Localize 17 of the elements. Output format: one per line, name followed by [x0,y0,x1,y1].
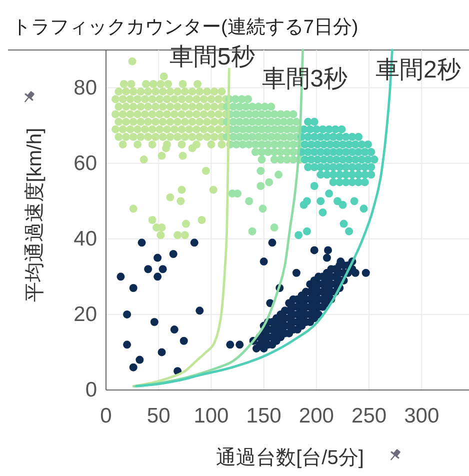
y-tick-label: 60 [74,152,97,175]
x-tick-label: 300 [404,404,440,428]
y-tick-label: 40 [74,227,97,250]
x-tick-label: 250 [352,404,387,428]
y-tick-label: 0 [85,378,97,402]
x-tick-label: 200 [298,404,334,428]
line-series [132,68,230,388]
x-tick-label: 50 [146,404,170,428]
x-tick-label: 100 [194,404,229,428]
series-label: 車間5秒 [169,43,255,70]
y-tick-label: 80 [74,76,97,100]
y-axis-title: 平均通過速度[km/h] [24,128,46,302]
chart-title: トラフィックカウンター(連続する7日分) [12,17,358,38]
y-tick-label: 20 [74,302,97,326]
x-axis-title: 通過台数[台/5分] [216,447,364,469]
x-tick-label: 150 [246,404,282,428]
x-tick-label: 0 [100,404,112,428]
